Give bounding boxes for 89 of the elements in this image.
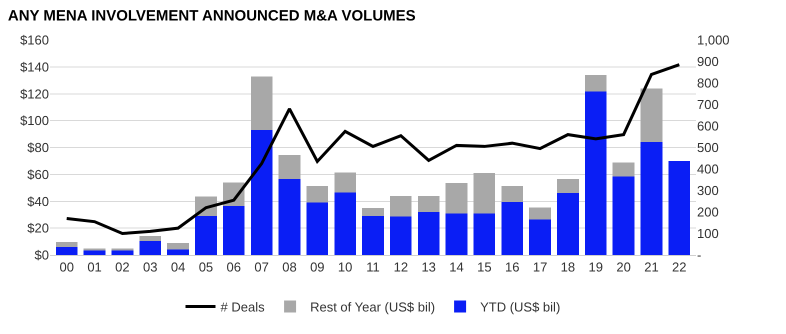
x-tick-label: 05 <box>198 260 214 275</box>
bar <box>640 88 662 142</box>
bar <box>446 213 468 255</box>
x-tick-label: 14 <box>449 260 464 275</box>
x-tick-label: 04 <box>170 260 186 275</box>
bar <box>557 179 579 194</box>
bar <box>56 246 78 255</box>
bar <box>668 160 690 255</box>
y-tick-label: $100 <box>20 113 49 128</box>
bar <box>529 207 551 220</box>
x-tick-label: 03 <box>143 260 158 275</box>
y2-tick-label: 300 <box>697 183 719 198</box>
x-tick-label: 11 <box>366 260 380 275</box>
y-tick-label: $40 <box>27 194 49 209</box>
x-tick-label: 15 <box>477 260 492 275</box>
y2-tick-label: 700 <box>697 97 719 112</box>
y2-tick-label: 800 <box>697 76 719 91</box>
x-tick-label: 17 <box>532 260 548 275</box>
y-tick-label: $120 <box>20 86 49 102</box>
x-tick-label: 07 <box>254 260 269 275</box>
bar <box>112 250 134 255</box>
x-tick-label: 12 <box>394 260 408 275</box>
x-tick-label: 13 <box>421 260 436 275</box>
bar <box>84 250 106 255</box>
x-tick-label: 18 <box>560 260 576 275</box>
bar <box>56 242 78 247</box>
bar <box>390 196 412 217</box>
bar <box>612 176 634 255</box>
bar <box>139 236 162 241</box>
bar <box>474 213 496 255</box>
bar <box>250 130 272 255</box>
bar <box>612 162 634 176</box>
y-tick-label: $0 <box>34 248 49 263</box>
y2-tick-label: 600 <box>697 118 719 134</box>
y2-tick-label: 400 <box>697 162 719 177</box>
y2-tick-label: 100 <box>697 226 719 242</box>
bar <box>306 186 328 203</box>
y2-tick-label: - <box>697 248 702 263</box>
line-series <box>65 63 681 235</box>
x-tick-label: 08 <box>282 260 297 275</box>
x-tick-label: 19 <box>588 260 603 275</box>
y2-tick-label: 200 <box>697 204 719 220</box>
bar <box>167 242 189 250</box>
bar <box>334 172 356 193</box>
bar <box>418 212 440 255</box>
legend-label: Rest of Year (US$ bil) <box>310 300 436 315</box>
bar <box>195 216 217 255</box>
bar <box>278 179 300 255</box>
bar <box>501 202 524 255</box>
bar <box>474 173 496 214</box>
x-tick-label: 10 <box>338 260 352 275</box>
x-tick-label: 09 <box>310 260 325 275</box>
bar <box>306 202 328 255</box>
bar <box>584 74 607 92</box>
bar <box>222 206 245 255</box>
x-tick-label: 20 <box>616 260 631 275</box>
y-tick-label: $160 <box>20 32 49 48</box>
x-tick-label: 06 <box>226 260 242 275</box>
bar <box>418 196 440 212</box>
bar <box>640 142 662 255</box>
x-tick-label: 00 <box>59 260 74 275</box>
bar <box>139 240 162 255</box>
bar <box>529 219 551 255</box>
bar <box>250 76 272 130</box>
y-tick-label: $20 <box>27 220 49 236</box>
x-tick-label: 21 <box>644 260 659 275</box>
bar <box>501 186 524 202</box>
y2-tick-label: 500 <box>697 140 719 156</box>
y-tick-label: $60 <box>27 166 49 182</box>
bar <box>362 216 384 255</box>
bar <box>167 250 189 255</box>
y2-tick-label: 900 <box>697 54 719 70</box>
x-tick-label: 22 <box>672 260 687 275</box>
legend-label: # Deals <box>220 300 266 315</box>
x-tick-label: 01 <box>87 260 102 275</box>
bar <box>446 183 468 214</box>
y-tick-label: $140 <box>20 59 49 74</box>
x-tick-label: 02 <box>115 260 130 275</box>
bar <box>278 154 300 180</box>
bar <box>557 193 579 255</box>
x-tick-label: 16 <box>504 260 520 275</box>
legend-label: YTD (US$ bil) <box>480 300 560 315</box>
bar <box>584 92 607 255</box>
y2-tick-label: 1,000 <box>697 32 730 48</box>
bar <box>334 192 356 255</box>
bar <box>362 208 384 216</box>
y-tick-label: $80 <box>27 140 49 156</box>
bar <box>390 216 412 255</box>
chart-title: ANY MENA INVOLVEMENT ANNOUNCED M&A VOLUMES <box>8 8 416 25</box>
